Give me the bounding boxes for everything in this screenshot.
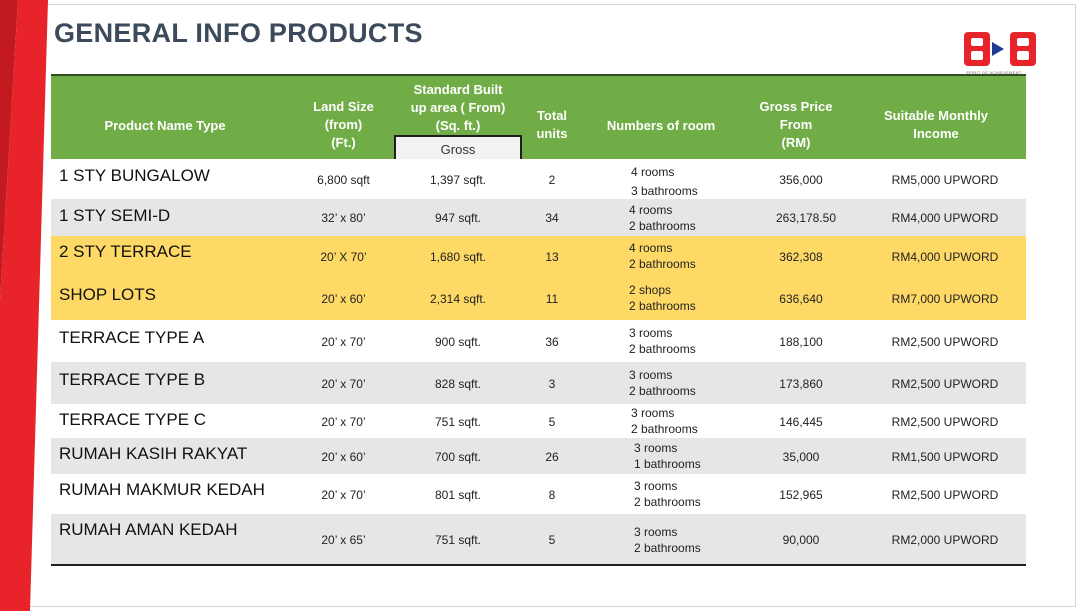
table-row: 1 STY BUNGALOW 6,800 sqft 1,397 sqft. 2 …: [51, 159, 1026, 199]
table-bottom-border: [51, 564, 1026, 566]
row-price: 90,000: [782, 533, 820, 547]
header-price: Gross Price From (RM): [759, 99, 833, 150]
row-land: 20’ x 60’: [321, 450, 366, 464]
row-name: RUMAH AMAN KEDAH: [59, 520, 238, 539]
row-land: 20’ x 70’: [321, 377, 366, 391]
row-built: 801 sqft.: [434, 488, 482, 502]
table-row: RUMAH AMAN KEDAH 20’ x 65’ 751 sqft. 5 3…: [51, 514, 1026, 564]
row-income: RM2,500 UPWORD: [891, 335, 999, 349]
table-row: TERRACE TYPE C 20’ x 70’ 751 sqft. 5 3 r…: [51, 404, 1026, 438]
header-income: Suitable Monthly Income: [884, 108, 988, 141]
row-built: 2,314 sqft.: [429, 292, 487, 306]
row-rooms: 4 rooms 2 bathrooms: [629, 241, 696, 271]
row-units: 2: [548, 173, 556, 187]
row-name: SHOP LOTS: [59, 285, 156, 304]
row-income: RM2,500 UPWORD: [891, 488, 999, 502]
logo-tagline: SPIRIT OF ACHIEVEMENT: [966, 70, 1022, 75]
row-name: 2 STY TERRACE: [59, 242, 192, 261]
row-units: 11: [545, 292, 559, 306]
row-units: 26: [545, 450, 559, 464]
row-income: RM2,500 UPWORD: [891, 415, 999, 429]
header-name: Product Name Type: [104, 118, 226, 133]
row-built: 1,680 sqft.: [429, 250, 487, 264]
row-rooms: 3 rooms 2 bathrooms: [631, 406, 698, 436]
row-price: 173,860: [779, 377, 823, 391]
row-price: 362,308: [779, 250, 823, 264]
row-income: RM2,500 UPWORD: [891, 377, 999, 391]
row-land: 20’ x 70’: [321, 415, 366, 429]
table-row: RUMAH KASIH RAKYAT 20’ x 60’ 700 sqft. 2…: [51, 438, 1026, 474]
row-rooms: 3 rooms 2 bathrooms: [629, 368, 696, 398]
row-land: 32’ x 80’: [321, 211, 366, 225]
row-built: 947 sqft.: [434, 211, 482, 225]
row-name: TERRACE TYPE A: [59, 328, 205, 347]
row-land: 20’ x 60’: [321, 292, 366, 306]
bob-logo: [964, 32, 1036, 66]
table-row: TERRACE TYPE B 20’ x 70’ 828 sqft. 3 3 r…: [51, 362, 1026, 404]
row-price: 263,178.50: [775, 211, 837, 225]
row-rooms: 3 rooms 1 bathrooms: [634, 441, 701, 471]
row-rooms: 2 shops 2 bathrooms: [629, 283, 696, 313]
row-units: 36: [545, 335, 559, 349]
row-built: 1,397 sqft.: [429, 173, 487, 187]
row-price: 188,100: [779, 335, 823, 349]
row-name: RUMAH MAKMUR KEDAH: [59, 480, 265, 499]
row-rooms: 3 rooms 2 bathrooms: [634, 525, 701, 555]
row-land: 6,800 sqft: [317, 173, 370, 187]
row-land: 20’ X 70’: [320, 250, 367, 264]
row-name: 1 STY BUNGALOW: [59, 166, 210, 185]
row-price: 146,445: [779, 415, 823, 429]
row-income: RM4,000 UPWORD: [891, 250, 999, 264]
row-price: 356,000: [779, 173, 823, 187]
row-name: TERRACE TYPE B: [59, 370, 206, 389]
header-rooms: Numbers of room: [606, 118, 716, 133]
row-land: 20’ x 70’: [321, 335, 366, 349]
row-units: 5: [548, 415, 556, 429]
row-rooms: 3 rooms 2 bathrooms: [629, 326, 696, 356]
row-name: RUMAH KASIH RAKYAT: [59, 444, 248, 463]
row-price: 35,000: [782, 450, 820, 464]
row-price: 636,640: [779, 292, 823, 306]
row-units: 5: [548, 533, 556, 547]
table-row: RUMAH MAKMUR KEDAH 20’ x 70’ 801 sqft. 8…: [51, 474, 1026, 514]
table-row: 2 STY TERRACE 20’ X 70’ 1,680 sqft. 13 4…: [51, 236, 1026, 277]
row-land: 20’ x 70’: [321, 488, 366, 502]
row-units: 34: [545, 211, 559, 225]
row-rooms: 4 rooms 3 bathrooms: [631, 165, 698, 198]
table-header: Product Name Type Land Size (from) (Ft.) S…: [51, 74, 1026, 161]
row-built: 900 sqft.: [434, 335, 482, 349]
page-title: GENERAL INFO PRODUCTS: [54, 18, 423, 48]
row-land: 20’ x 65’: [321, 533, 366, 547]
header-land: Land Size (from) (Ft.): [313, 99, 374, 150]
row-built: 751 sqft.: [434, 415, 482, 429]
row-units: 3: [548, 377, 556, 391]
row-name: 1 STY SEMI-D: [59, 206, 171, 225]
row-rooms: 3 rooms 2 bathrooms: [634, 479, 701, 509]
row-income: RM5,000 UPWORD: [891, 173, 999, 187]
header-units: Total units: [536, 108, 568, 141]
row-price: 152,965: [779, 488, 823, 502]
row-built: 700 sqft.: [434, 450, 482, 464]
table-row: SHOP LOTS 20’ x 60’ 2,314 sqft. 11 2 sho…: [51, 277, 1026, 320]
row-name: TERRACE TYPE C: [59, 410, 207, 429]
row-income: RM4,000 UPWORD: [891, 211, 999, 225]
table-row: 1 STY SEMI-D 32’ x 80’ 947 sqft. 34 4 ro…: [51, 199, 1026, 236]
row-income: RM2,000 UPWORD: [891, 533, 999, 547]
header-gross: Gross: [394, 135, 522, 161]
row-built: 751 sqft.: [434, 533, 482, 547]
red-stripe-decoration: [0, 0, 48, 611]
row-units: 13: [545, 250, 559, 264]
table-row: TERRACE TYPE A 20’ x 70’ 900 sqft. 36 3 …: [51, 320, 1026, 362]
row-income: RM1,500 UPWORD: [891, 450, 999, 464]
row-rooms: 4 rooms 2 bathrooms: [629, 203, 696, 233]
row-income: RM7,000 UPWORD: [891, 292, 999, 306]
row-built: 828 sqft.: [434, 377, 482, 391]
row-units: 8: [548, 488, 556, 502]
header-built: Standard Built up area ( From) (Sq. ft.): [410, 82, 506, 133]
